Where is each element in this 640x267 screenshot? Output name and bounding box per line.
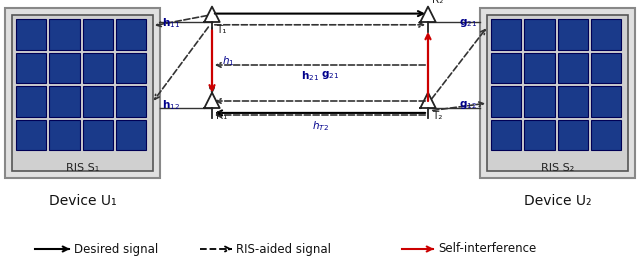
Bar (591, 19, 621, 49)
Bar (557, 19, 588, 49)
Bar (49, 19, 79, 49)
Text: $\mathbf{g}_{21}$: $\mathbf{g}_{21}$ (459, 17, 477, 29)
Bar (83, 86, 113, 116)
Text: T₁: T₁ (216, 25, 227, 35)
Bar (5, 8, 160, 178)
Bar (16, 86, 46, 116)
Text: Self-interference: Self-interference (438, 242, 536, 256)
Bar (524, 53, 554, 83)
Bar (16, 120, 46, 150)
Text: RIS-aided signal: RIS-aided signal (236, 242, 331, 256)
Bar (116, 53, 146, 83)
Bar (487, 15, 628, 171)
Text: Desired signal: Desired signal (74, 242, 158, 256)
Bar (16, 53, 46, 83)
Bar (524, 19, 554, 49)
Text: T₂: T₂ (432, 111, 442, 121)
Bar (557, 53, 588, 83)
Text: Device U₁: Device U₁ (49, 194, 116, 208)
Bar (557, 86, 588, 116)
Text: R₁: R₁ (216, 111, 227, 121)
Text: $\mathbf{h}_{21}$: $\mathbf{h}_{21}$ (301, 69, 319, 83)
Text: Device U₂: Device U₂ (524, 194, 591, 208)
Text: $\mathbf{g}_{21}$: $\mathbf{g}_{21}$ (321, 69, 339, 81)
Bar (557, 120, 588, 150)
Text: $\mathbf{h}_{12}$: $\mathbf{h}_{12}$ (162, 98, 180, 112)
Text: RIS S₁: RIS S₁ (66, 163, 99, 173)
Bar (591, 53, 621, 83)
Bar (591, 86, 621, 116)
Bar (49, 120, 79, 150)
Bar (491, 86, 521, 116)
Bar (116, 120, 146, 150)
Bar (49, 53, 79, 83)
Bar (83, 19, 113, 49)
Bar (116, 19, 146, 49)
Bar (591, 120, 621, 150)
Text: R₂: R₂ (432, 0, 444, 5)
Text: $\mathbf{g}_{12}$: $\mathbf{g}_{12}$ (459, 99, 477, 111)
Bar (491, 53, 521, 83)
Bar (49, 86, 79, 116)
Bar (116, 86, 146, 116)
Bar (16, 19, 46, 49)
Bar (12, 15, 153, 171)
Bar (480, 8, 635, 178)
Bar (491, 19, 521, 49)
Bar (524, 86, 554, 116)
Text: $h_1$: $h_1$ (222, 54, 234, 68)
Text: $\mathbf{h}_{11}$: $\mathbf{h}_{11}$ (162, 16, 180, 30)
Text: RIS S₂: RIS S₂ (541, 163, 574, 173)
Bar (83, 120, 113, 150)
Bar (83, 53, 113, 83)
Bar (491, 120, 521, 150)
Bar (524, 120, 554, 150)
Text: $h_{T2}$: $h_{T2}$ (312, 119, 328, 133)
